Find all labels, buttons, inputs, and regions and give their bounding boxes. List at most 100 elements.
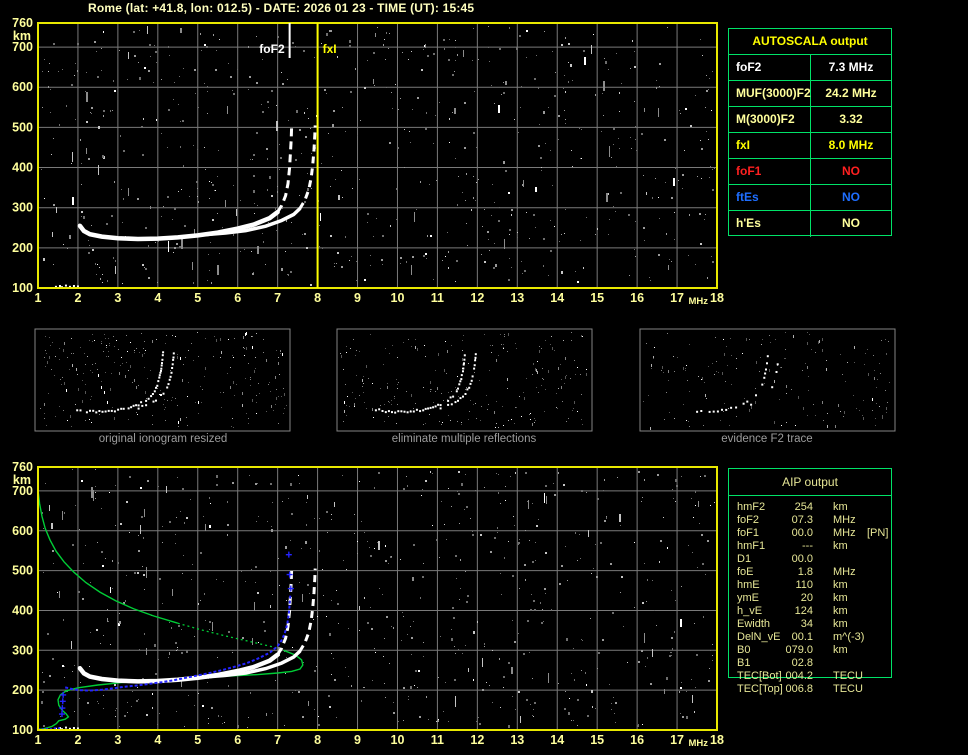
aip-row-label: B1 xyxy=(737,657,751,669)
x-tick-label: 12 xyxy=(470,291,484,305)
autoscala-row: ftEs NO xyxy=(729,185,891,211)
x-tick-label: 15 xyxy=(590,733,604,747)
x-tick-label: 7 xyxy=(274,291,281,305)
aip-row-value: 00.1 xyxy=(791,631,813,643)
y-tick-label: 200 xyxy=(12,683,33,697)
autoscala-row-label: MUF(3000)F2 xyxy=(729,81,811,106)
autoscala-row-label: h'Es xyxy=(729,211,811,237)
aip-row: ymE 20 km xyxy=(737,592,889,605)
y-tick-label: 760 xyxy=(12,460,33,474)
x-tick-label: 6 xyxy=(234,733,241,747)
autoscala-row-label: ftEs xyxy=(729,185,811,210)
aip-row-unit: MHz xyxy=(833,514,856,526)
x-tick-label: 10 xyxy=(391,733,405,747)
aip-row-unit: km xyxy=(833,579,848,591)
mini-panel-0 xyxy=(34,328,291,432)
x-tick-label: 4 xyxy=(154,733,161,747)
y-axis-unit-label: km xyxy=(13,473,31,487)
autoscala-row: MUF(3000)F2 24.2 MHz xyxy=(729,81,891,107)
aip-output-table: AIP output hmF2 254 km foF2 07.3 MHz foF1 00.0 M… xyxy=(728,468,892,695)
x-tick-label: 8 xyxy=(314,291,321,305)
y-tick-label: 100 xyxy=(12,281,33,295)
autoscala-row: fxI 8.0 MHz xyxy=(729,133,891,159)
aip-row-unit: km xyxy=(833,618,848,630)
aip-row-unit: MHz xyxy=(833,527,856,539)
autoscala-row-value: 24.2 MHz xyxy=(825,86,877,100)
x-tick-label: 7 xyxy=(274,733,281,747)
aip-row: TEC[Bot] 004.2 TECU xyxy=(737,670,889,683)
x-axis-unit-label: MHz xyxy=(688,738,708,749)
mini-panel-1 xyxy=(336,328,593,432)
aip-row: foF2 07.3 MHz xyxy=(737,514,889,527)
y-tick-label: 600 xyxy=(12,80,33,94)
mini-panel-2 xyxy=(639,328,896,432)
aip-row-label: foF2 xyxy=(737,514,760,526)
aip-row-unit: km xyxy=(833,592,848,604)
y-tick-label: 500 xyxy=(12,564,33,578)
x-tick-label: 9 xyxy=(354,291,361,305)
aip-row-label: TEC[Bot] xyxy=(737,670,782,682)
x-tick-label: 2 xyxy=(74,291,81,305)
panel-caption-evidence: evidence F2 trace xyxy=(721,433,813,445)
aip-row-value: 07.3 xyxy=(791,514,813,526)
y-tick-label: 700 xyxy=(12,484,33,498)
y-tick-label: 500 xyxy=(12,120,33,134)
y-tick-label: 100 xyxy=(12,723,33,737)
fxi-marker-label: fxI xyxy=(323,42,337,56)
station-date-time-header: Rome (lat: +41.8, lon: 012.5) - DATE: 20… xyxy=(88,1,475,15)
aip-row-flag: [PN] xyxy=(867,527,889,539)
aip-row: hmF2 254 km xyxy=(737,501,889,514)
autoscala-row-value: 7.3 MHz xyxy=(828,60,874,74)
aip-row: hmF1 --- km xyxy=(737,540,889,553)
x-tick-label: 11 xyxy=(431,291,444,305)
fof2-marker-label: foF2 xyxy=(259,42,285,56)
x-tick-label: 2 xyxy=(74,733,81,747)
x-axis-unit-label: MHz xyxy=(688,296,708,307)
aip-row-value: 00.0 xyxy=(791,553,813,565)
aip-row-unit: m^(-3) xyxy=(833,631,865,643)
aip-row-unit: TECU xyxy=(833,670,863,682)
y-tick-label: 300 xyxy=(12,643,33,657)
autoscala-row: foF1 NO xyxy=(729,159,891,185)
autoscala-row-value: NO xyxy=(842,190,860,204)
autoscala-row-label: foF1 xyxy=(729,159,811,184)
restored-trace-blue xyxy=(38,551,294,731)
aip-row-label: foF1 xyxy=(737,527,760,539)
aip-row: hmE 110 km xyxy=(737,579,889,592)
x-tick-label: 11 xyxy=(431,733,444,747)
x-tick-label: 5 xyxy=(194,291,201,305)
autoscala-row-value: NO xyxy=(842,164,860,178)
axis-tick-labels: 1 2 3 4 5 6 7 8 9 10 11 12 13 14 15 16 17 18MHz7607006005… xyxy=(12,460,724,749)
x-tick-label: 3 xyxy=(114,733,121,747)
echo-trace-white xyxy=(54,568,317,731)
autoscala-row: h'Es NO xyxy=(729,211,891,237)
aip-row-label: B0 xyxy=(737,644,751,656)
aip-row-value: 254 xyxy=(794,501,813,513)
autoscala-table-header: AUTOSCALA output xyxy=(729,29,891,55)
autoscala-row-label: M(3000)F2 xyxy=(729,107,811,132)
x-tick-label: 10 xyxy=(391,291,405,305)
autoscala-row-value: NO xyxy=(842,216,860,230)
aip-row: foE 1.8 MHz xyxy=(737,566,889,579)
x-tick-label: 16 xyxy=(630,291,644,305)
x-tick-label: 18 xyxy=(710,733,724,747)
aip-row: D1 00.0 xyxy=(737,553,889,566)
aip-row-label: DelN_vE xyxy=(737,631,781,643)
x-tick-label: 17 xyxy=(670,733,684,747)
x-tick-label: 8 xyxy=(314,733,321,747)
aip-row-unit: km xyxy=(833,605,848,617)
aip-row-unit: TECU xyxy=(833,683,863,695)
aip-row: TEC[Top] 006.8 TECU xyxy=(737,683,889,696)
aip-row-label: Ewidth xyxy=(737,618,771,630)
panel-caption-eliminate: eliminate multiple reflections xyxy=(391,433,537,445)
y-tick-label: 400 xyxy=(12,603,33,617)
aip-row-value: 34 xyxy=(800,618,813,630)
y-tick-label: 300 xyxy=(12,201,33,215)
y-tick-label: 700 xyxy=(12,40,33,54)
aip-row-value: 1.8 xyxy=(797,566,813,578)
y-tick-label: 400 xyxy=(12,161,33,175)
aip-row-value: 20 xyxy=(800,592,813,604)
aip-row-label: h_vE xyxy=(737,605,763,617)
